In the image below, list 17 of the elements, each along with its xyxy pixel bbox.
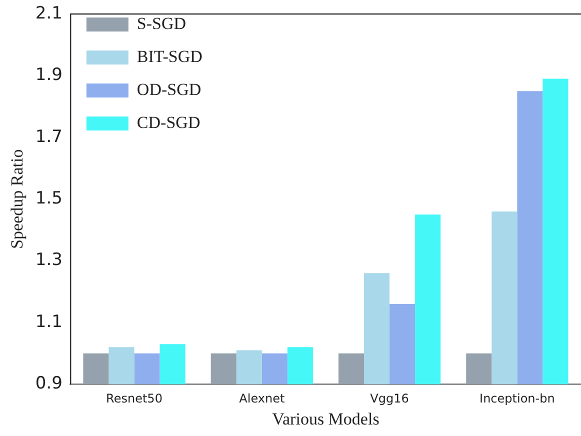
y-axis-title: Speedup Ratio: [8, 149, 27, 249]
legend-label: BIT-SGD: [136, 46, 202, 66]
x-tick-label: Vgg16: [370, 392, 409, 406]
legend-label: CD-SGD: [136, 112, 200, 132]
y-tick-label: 1.5: [35, 188, 62, 209]
x-tick-label: Inception-bn: [480, 392, 555, 406]
y-tick-label: 1.1: [35, 312, 62, 332]
legend-label: OD-SGD: [136, 80, 202, 99]
y-tick-label: 1.3: [35, 250, 62, 270]
legend-label: S-SGD: [136, 14, 186, 33]
y-tick-label: 1.9: [35, 65, 62, 86]
y-tick-label: 0.9: [35, 374, 62, 394]
y-tick-label: 1.7: [35, 126, 62, 147]
y-tick-label: 2.1: [35, 3, 62, 24]
x-axis-title: Various Models: [272, 409, 380, 428]
x-tick-label: Resnet50: [106, 392, 162, 406]
x-tick-label: Alexnet: [239, 392, 285, 406]
